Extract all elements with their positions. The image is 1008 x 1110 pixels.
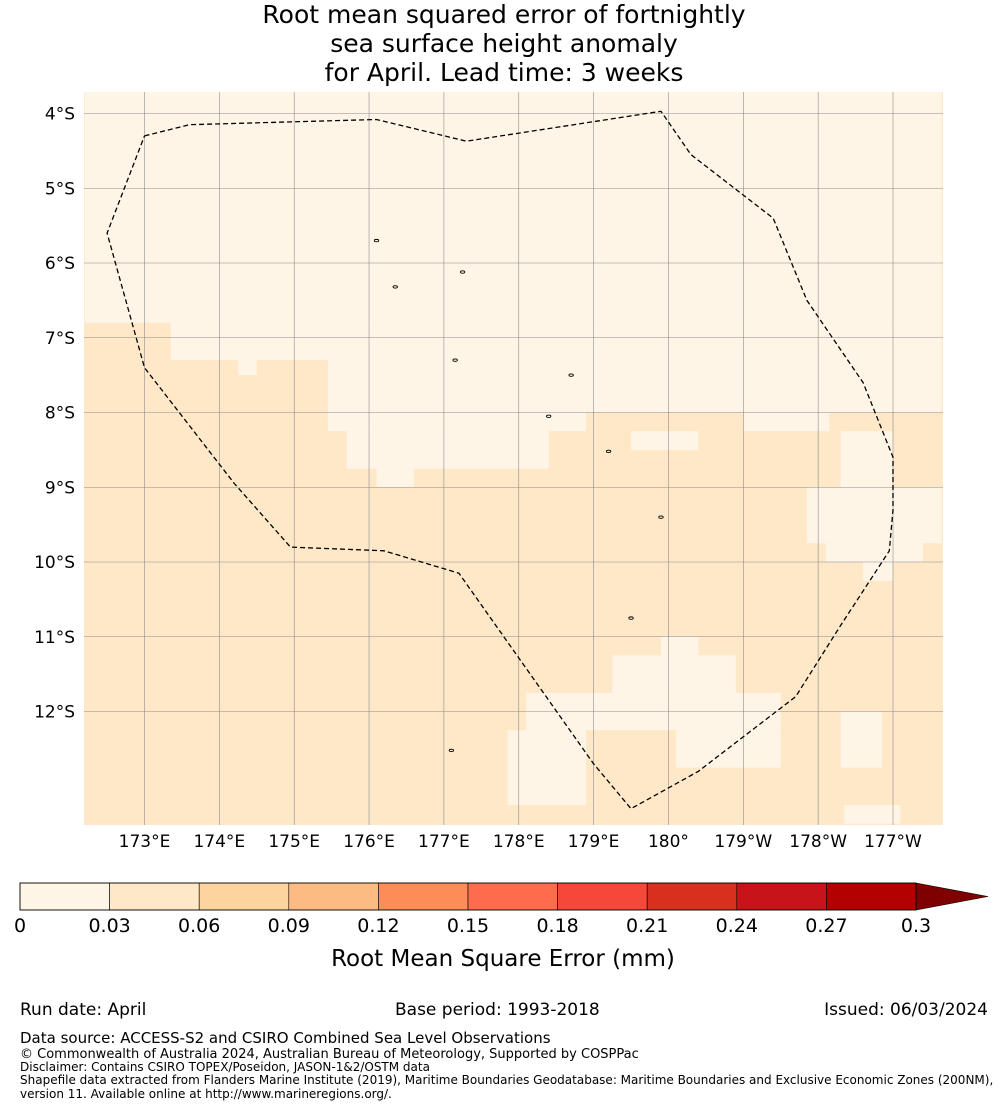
colorbar-swatch: [736, 882, 827, 911]
colorbar-tick-label: 0.12: [357, 915, 399, 937]
island-outline: [628, 616, 634, 620]
longitude-tick-label: 174°E: [193, 832, 245, 852]
low-rmse-region: [863, 562, 893, 581]
title-line-2: sea surface height anomaly: [330, 29, 678, 58]
disclaimer: Disclaimer: Contains CSIRO TOPEX/Poseido…: [20, 1060, 430, 1074]
low-rmse-region: [743, 412, 830, 432]
low-rmse-region: [586, 322, 942, 413]
longitude-tick-label: 179°W: [714, 832, 772, 852]
colorbar-tick-label: 0.03: [88, 915, 130, 937]
longitude-tick-label: 180°: [648, 832, 689, 852]
colorbar-swatch: [826, 882, 917, 911]
map-title: Root mean squared error of fortnightly s…: [0, 0, 1008, 87]
colorbar-swatch: [19, 882, 110, 911]
base-period: Base period: 1993-2018: [395, 1000, 600, 1020]
island-outline: [459, 270, 466, 274]
latitude-labels: 4°S 5°S 6°S 7°S 8°S 9°S 10°S 11°S 12°S: [34, 105, 75, 723]
longitude-tick-label: 177°W: [864, 832, 922, 852]
low-rmse-region: [238, 360, 257, 376]
colorbar-swatch: [467, 882, 558, 911]
latitude-tick-label: 12°S: [34, 703, 75, 723]
low-rmse-region: [84, 92, 942, 323]
shapefile-note-line-1: Shapefile data extracted from Flanders M…: [20, 1073, 994, 1087]
latitude-tick-label: 9°S: [45, 478, 75, 498]
longitude-tick-label: 176°E: [343, 832, 395, 852]
longitude-labels: 173°E 174°E 175°E 176°E 177°E 178°E 179°E 180° 1…: [119, 832, 922, 852]
colorbar-extend-arrow: [915, 882, 989, 911]
low-rmse-region: [346, 431, 549, 469]
colorbar-swatch: [198, 882, 290, 911]
island-outline: [373, 238, 380, 243]
longitude-tick-label: 178°W: [789, 832, 847, 852]
rmse-field: [84, 92, 943, 825]
colorbar-tick-label: 0.27: [805, 915, 847, 937]
title-line-1: Root mean squared error of fortnightly: [262, 0, 746, 29]
colorbar-frame: [19, 882, 917, 911]
longitude-tick-label: 175°E: [268, 832, 320, 852]
islands: [373, 238, 664, 753]
latitude-tick-label: 8°S: [45, 404, 75, 424]
colorbar-swatch: [557, 882, 648, 911]
copyright: © Commonwealth of Australia 2024, Austra…: [20, 1047, 639, 1062]
island-outline: [448, 748, 455, 753]
longitude-tick-label: 173°E: [119, 832, 171, 852]
latitude-tick-label: 7°S: [45, 329, 75, 349]
latitude-tick-label: 10°S: [34, 553, 75, 573]
colorbar-swatch: [109, 882, 200, 911]
latitude-tick-label: 6°S: [45, 254, 75, 274]
colorbar-tick-label: 0.21: [626, 915, 668, 937]
low-rmse-region: [840, 711, 882, 768]
low-rmse-region: [825, 543, 923, 562]
colorbar-tick-label: 0.3: [901, 915, 931, 937]
colorbar-tick-label: 0.18: [536, 915, 578, 937]
island-outline: [658, 515, 664, 519]
colorbar-swatch: [288, 882, 379, 911]
low-rmse-region: [840, 431, 893, 488]
island-outline: [392, 285, 398, 289]
island-outline: [605, 449, 612, 454]
colorbar-label: Root Mean Square Error (mm): [331, 946, 675, 972]
colorbar: 0 0.03 0.06 0.09 0.12 0.15 0.18 0.21 0.24 0.27 0.3: [14, 882, 989, 937]
graticule: [84, 92, 943, 825]
island-outline: [546, 414, 552, 418]
latitude-tick-label: 11°S: [34, 628, 75, 648]
colorbar-tick-label: 0: [14, 915, 26, 937]
longitude-tick-label: 179°E: [568, 832, 620, 852]
issued-date: Issued: 06/03/2024: [824, 1000, 988, 1020]
colorbar-swatch: [646, 882, 738, 911]
low-rmse-region: [631, 431, 699, 450]
colorbar-swatch: [378, 882, 469, 911]
run-date: Run date: April: [20, 1000, 147, 1020]
low-rmse-region: [806, 487, 942, 544]
island-outline: [568, 373, 574, 377]
low-rmse-region: [507, 730, 587, 805]
data-source: Data source: ACCESS-S2 and CSIRO Combine…: [20, 1029, 551, 1047]
longitude-tick-label: 177°E: [418, 832, 470, 852]
rmse-map: 173°E 174°E 175°E 176°E 177°E 178°E 179°E 180° 1…: [14, 92, 989, 972]
latitude-tick-label: 5°S: [45, 179, 75, 199]
shapefile-note-line-2: version 11. Available online at http://w…: [20, 1087, 392, 1101]
colorbar-tick-label: 0.09: [268, 915, 310, 937]
low-rmse-region: [376, 468, 414, 488]
low-rmse-region: [612, 655, 736, 693]
colorbar-tick-label: 0.24: [716, 915, 758, 937]
low-rmse-region: [844, 804, 901, 824]
colorbar-tick-label: 0.15: [447, 915, 489, 937]
colorbar-tick-label: 0.06: [178, 915, 220, 937]
latitude-tick-label: 4°S: [45, 105, 75, 125]
low-rmse-region: [327, 322, 587, 432]
eez-boundary: [106, 110, 894, 810]
title-line-3: for April. Lead time: 3 weeks: [324, 58, 684, 87]
longitude-tick-label: 178°E: [493, 832, 545, 852]
low-rmse-region: [660, 636, 699, 656]
island-outline: [452, 358, 458, 362]
low-rmse-region: [170, 322, 328, 361]
